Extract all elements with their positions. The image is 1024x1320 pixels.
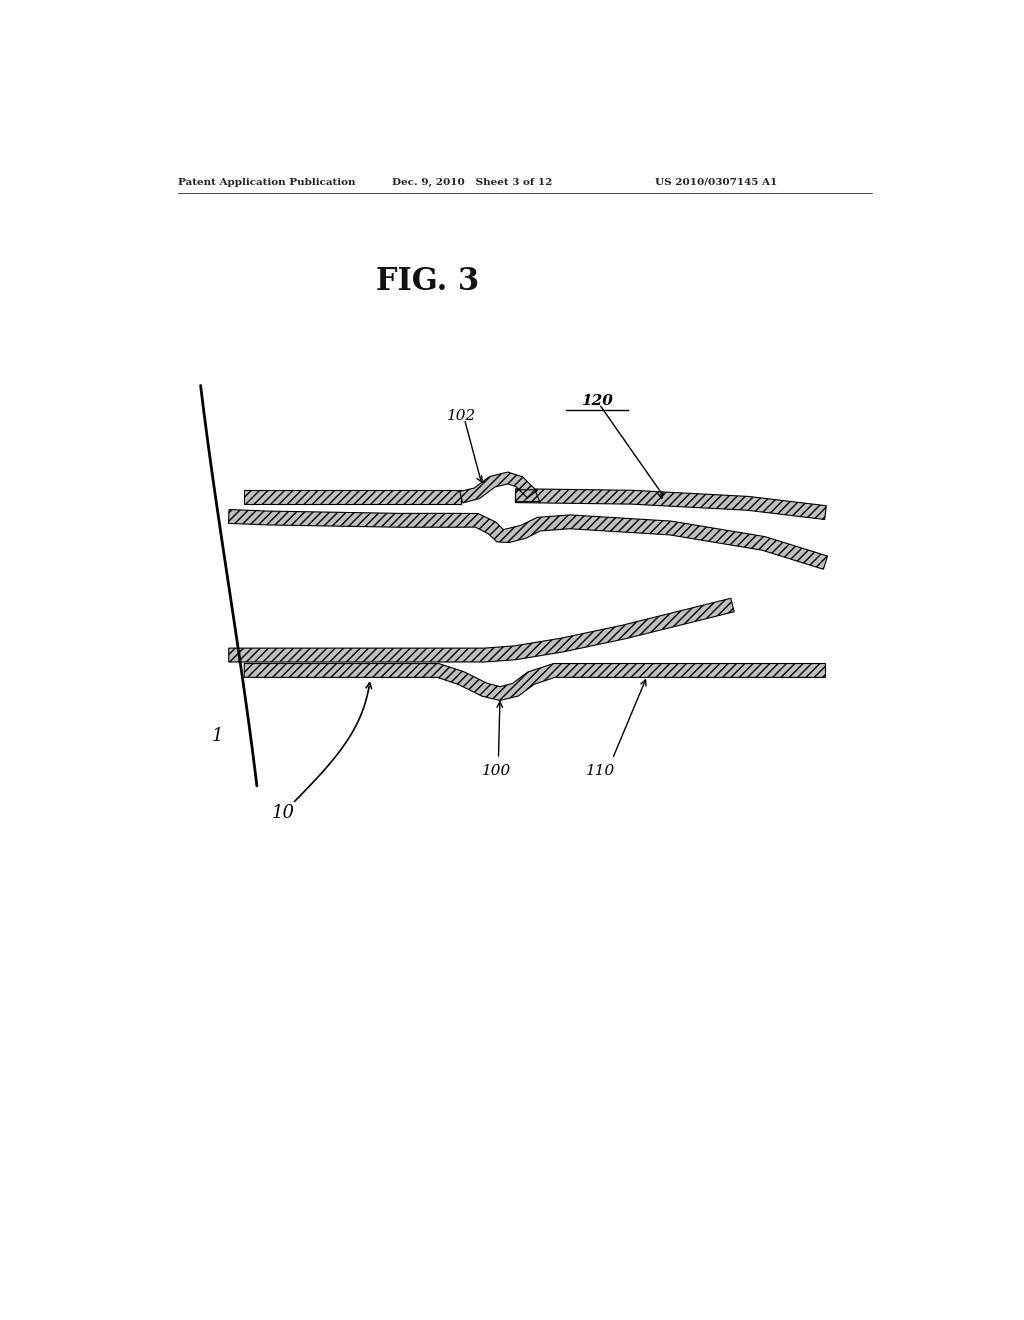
Text: Dec. 9, 2010   Sheet 3 of 12: Dec. 9, 2010 Sheet 3 of 12 bbox=[391, 178, 552, 186]
Text: 100: 100 bbox=[481, 763, 511, 777]
Text: 1: 1 bbox=[211, 727, 223, 744]
Polygon shape bbox=[515, 488, 826, 520]
Polygon shape bbox=[228, 510, 827, 569]
Text: FIG. 3: FIG. 3 bbox=[376, 267, 479, 297]
Text: 102: 102 bbox=[446, 409, 476, 424]
Text: 10: 10 bbox=[271, 804, 295, 822]
Polygon shape bbox=[228, 598, 734, 663]
Text: 110: 110 bbox=[586, 763, 615, 777]
Text: Patent Application Publication: Patent Application Publication bbox=[178, 178, 356, 186]
Polygon shape bbox=[460, 473, 540, 503]
Polygon shape bbox=[245, 490, 461, 504]
Polygon shape bbox=[245, 664, 825, 701]
Text: US 2010/0307145 A1: US 2010/0307145 A1 bbox=[655, 178, 777, 186]
Text: 120: 120 bbox=[581, 393, 612, 408]
